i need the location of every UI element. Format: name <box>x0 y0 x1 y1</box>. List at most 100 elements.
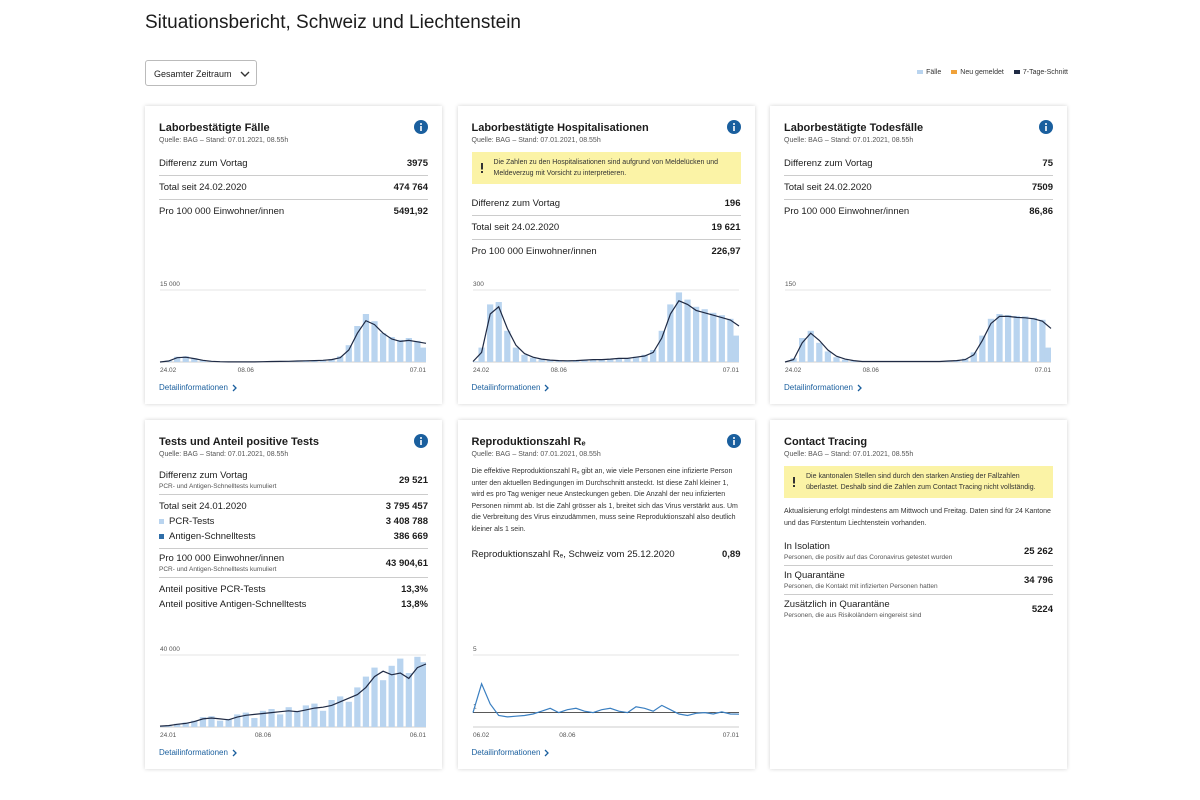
link-chevron <box>857 384 862 392</box>
warning-dot <box>793 485 795 488</box>
bar <box>598 359 605 362</box>
row-group: Pro 100 000 Einwohner/innen 86,86 <box>784 199 1053 223</box>
row-label: Zusätzlich in Quarantäne Personen, die au… <box>784 599 921 619</box>
card-title: Laborbestätigte Hospitalisationen <box>471 122 649 134</box>
card-source: Quelle: BAG – Stand: 07.01.2021, 08.55h <box>784 137 914 144</box>
row: In Isolation Personen, die positiv auf da… <box>784 541 1053 561</box>
bar <box>486 304 493 362</box>
average-line <box>159 319 427 363</box>
row-value: 226,97 <box>711 246 741 258</box>
card-title: Tests und Anteil positive Tests <box>159 436 319 448</box>
row-label-text: Zusätzlich in Quarantäne <box>784 599 890 611</box>
bar <box>979 335 986 362</box>
row-label-text: In Quarantäne <box>784 570 845 582</box>
row-label-text: Pro 100 000 Einwohner/innen <box>159 553 285 564</box>
chevron <box>544 384 550 392</box>
bar <box>337 696 344 727</box>
bar <box>397 339 404 362</box>
row-value: 29 521 <box>398 474 428 486</box>
bar <box>251 718 258 727</box>
x-tick-label: 06.01 <box>410 732 427 739</box>
detail-link[interactable]: Detailinformationen <box>784 383 864 392</box>
row: Anteil positive Antigen-Schnelltests 13,8… <box>159 597 428 612</box>
note-text: Die Zahlen zu den Hospitalisationen sind… <box>493 159 719 178</box>
chevron <box>232 384 237 392</box>
x-tick-label: 24.02 <box>160 367 177 374</box>
bar <box>1030 317 1037 362</box>
bar <box>405 673 412 727</box>
bar <box>208 716 215 727</box>
row-group: Zusätzlich in Quarantäne Personen, die au… <box>784 594 1053 623</box>
detail-link[interactable]: Detailinformationen <box>159 748 239 757</box>
bar <box>277 714 284 727</box>
link-text: Detailinformationen <box>784 383 853 392</box>
link-chevron <box>544 384 550 392</box>
row-label: Differenz zum Vortag PCR- und Antigen-Sch… <box>159 470 276 490</box>
card-title: Laborbestätigte Todesfälle <box>784 122 924 134</box>
row: Antigen-Schnelltests 386 669 <box>159 529 428 544</box>
row-sublabel: Personen, die aus Risikoländern eingerei… <box>784 612 922 620</box>
bar <box>362 676 370 727</box>
info-icon[interactable] <box>726 434 741 448</box>
info-icon[interactable] <box>414 120 428 134</box>
row: Differenz zum Vortag PCR- und Antigen-Sch… <box>159 470 428 490</box>
row-label: Anteil positive PCR-Tests <box>159 584 266 595</box>
row-value: 34 796 <box>1023 574 1053 586</box>
row-value: 19 621 <box>711 222 741 234</box>
row-value: 386 669 <box>393 531 428 542</box>
bar <box>242 712 249 727</box>
info-bar <box>732 440 735 445</box>
card-title: Contact Tracing <box>784 436 868 448</box>
card: Laborbestätigte Hospitalisationen Quelle:… <box>457 106 755 404</box>
time-filter[interactable]: Gesamter Zeitraum <box>145 60 257 86</box>
row-label: PCR-Tests <box>159 516 214 527</box>
bar <box>397 658 404 727</box>
bar <box>328 359 335 362</box>
legend-swatch <box>917 70 924 75</box>
row-sublabel: PCR- und Antigen-Schnelltests kumuliert <box>159 483 277 490</box>
row-value: 25 262 <box>1023 545 1053 557</box>
bar <box>337 356 344 362</box>
bar <box>182 356 189 362</box>
row: Total seit 24.02.2020 474 764 <box>159 180 428 195</box>
row-label-text: Differenz zum Vortag <box>784 158 873 169</box>
row-swatch <box>159 518 164 524</box>
bar <box>388 337 395 362</box>
info-icon[interactable] <box>726 120 741 134</box>
card: Tests und Anteil positive Tests Quelle: B… <box>145 420 442 769</box>
row: Zusätzlich in Quarantäne Personen, die au… <box>784 599 1053 619</box>
info-icon[interactable] <box>414 434 428 448</box>
bar <box>414 340 421 362</box>
row-label: Total seit 24.02.2020 <box>472 222 560 233</box>
link-chevron <box>544 749 550 757</box>
row-group: Pro 100 000 Einwohner/innen 5491,92 <box>159 199 428 223</box>
row-label-text: Total seit 24.01.2020 <box>159 501 247 512</box>
bar <box>538 359 545 362</box>
link-chevron <box>232 384 237 392</box>
bar <box>709 312 716 362</box>
row: Differenz zum Vortag 75 <box>784 156 1053 171</box>
rows: In Isolation Personen, die positiv auf da… <box>784 537 1053 623</box>
rows: Differenz zum Vortag 3975 Total seit 24.02… <box>159 152 428 223</box>
row: Pro 100 000 Einwohner/innen 226,97 <box>472 244 741 259</box>
row-swatch <box>159 533 164 539</box>
row-label-text: Antigen-Schnelltests <box>169 531 256 542</box>
row-sublabel: Personen, die Kontakt mit infizierten Pe… <box>784 583 938 591</box>
bar <box>354 326 361 362</box>
row: PCR-Tests 3 408 788 <box>159 514 428 529</box>
row-label: Pro 100 000 Einwohner/innen <box>472 246 597 257</box>
detail-link[interactable]: Detailinformationen <box>472 383 552 392</box>
y-tick-label: 15 000 <box>160 281 180 288</box>
row-value: 3 408 788 <box>385 516 428 527</box>
info-icon[interactable] <box>1039 120 1053 134</box>
card-source: Quelle: BAG – Stand: 07.01.2021, 08.55h <box>159 137 289 144</box>
detail-link[interactable]: Detailinformationen <box>472 748 552 757</box>
detail-link[interactable]: Detailinformationen <box>159 383 239 392</box>
mini-chart: 15 000 24.02 08.06 07.01 <box>159 281 427 374</box>
bar <box>701 309 708 362</box>
row-value: 5491,92 <box>393 206 428 217</box>
bar <box>379 333 387 362</box>
bar <box>1022 316 1029 362</box>
info-bar <box>420 126 422 131</box>
